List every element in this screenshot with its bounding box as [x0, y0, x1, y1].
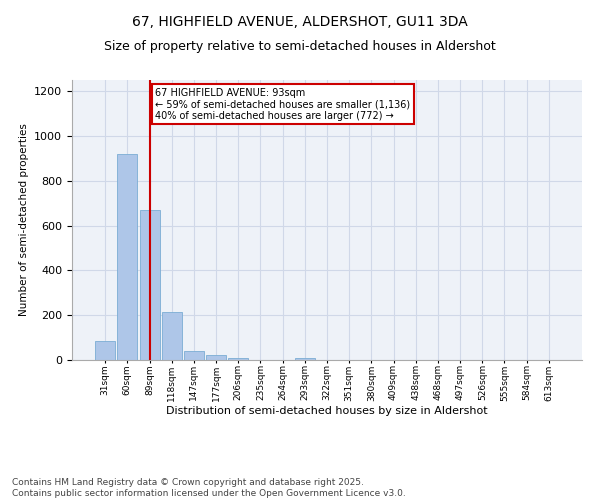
- Text: Contains HM Land Registry data © Crown copyright and database right 2025.
Contai: Contains HM Land Registry data © Crown c…: [12, 478, 406, 498]
- Bar: [206, 355, 226, 360]
- Bar: [184, 352, 204, 360]
- Text: 67, HIGHFIELD AVENUE, ALDERSHOT, GU11 3DA: 67, HIGHFIELD AVENUE, ALDERSHOT, GU11 3D…: [132, 15, 468, 29]
- Bar: [140, 210, 160, 360]
- X-axis label: Distribution of semi-detached houses by size in Aldershot: Distribution of semi-detached houses by …: [166, 406, 488, 416]
- Bar: [228, 358, 248, 360]
- Y-axis label: Number of semi-detached properties: Number of semi-detached properties: [19, 124, 29, 316]
- Text: Size of property relative to semi-detached houses in Aldershot: Size of property relative to semi-detach…: [104, 40, 496, 53]
- Bar: [95, 341, 115, 360]
- Bar: [295, 358, 315, 360]
- Bar: [118, 154, 137, 360]
- Text: 67 HIGHFIELD AVENUE: 93sqm
← 59% of semi-detached houses are smaller (1,136)
40%: 67 HIGHFIELD AVENUE: 93sqm ← 59% of semi…: [155, 88, 410, 121]
- Bar: [162, 312, 182, 360]
